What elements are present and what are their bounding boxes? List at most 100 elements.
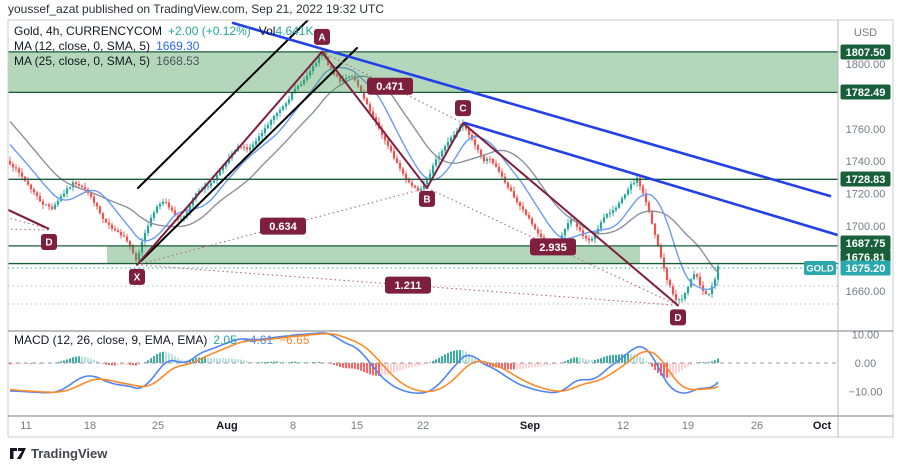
pattern-ratio-badge-text: 1.211 [395, 280, 422, 292]
pattern-ratio-badge [367, 77, 413, 95]
pattern-point-badge-C-text: C [459, 104, 466, 115]
ma25-value: 1668.53 [156, 54, 200, 68]
macd-line [9, 332, 719, 395]
time-tick-label: 26 [751, 420, 763, 432]
xabcd-pattern-leg[interactable] [136, 50, 323, 266]
symbol-title: Gold, 4h, CURRENCYCOM [14, 24, 163, 38]
price-level-badge [840, 44, 891, 60]
current-price-badge [840, 260, 891, 276]
time-tick-label: Sep [520, 420, 540, 432]
price-tick-label: 1700.00 [846, 221, 886, 233]
pattern-ratio-line [321, 51, 464, 124]
price-level-badge [840, 84, 891, 100]
pattern-ratio-badge [530, 238, 576, 256]
supply-demand-zone [8, 51, 838, 93]
price-level-badge [840, 171, 891, 187]
channel-trendline[interactable] [140, 47, 358, 262]
macd-label: MACD (12, 26, close, 9, EMA, EMA) [14, 333, 208, 347]
prev-pattern-dotted [8, 228, 50, 231]
symbol-price-chip [804, 261, 836, 275]
price-scale-currency: USD [854, 27, 877, 39]
tradingview-logo-icon [10, 448, 26, 459]
time-tick-label: 22 [417, 420, 429, 432]
brand-name: TradingView [31, 446, 108, 461]
tradingview-branding[interactable]: TradingView [10, 446, 107, 461]
price-change: +2.00 (+0.12%) [168, 24, 251, 38]
ma12-label: MA (12, close, 0, SMA, 5) [14, 39, 151, 53]
time-axis[interactable]: 11 18 25 Aug 8 15 22 Sep 12 19 26 Oct [20, 420, 831, 432]
macd-line-value: −4.61 [242, 333, 274, 347]
ma12-value: 1669.30 [156, 39, 200, 53]
pattern-point-badge-D [670, 309, 686, 326]
descending-trendline[interactable] [231, 21, 832, 198]
channel-trendline[interactable] [137, 18, 310, 189]
time-tick-label: 19 [682, 420, 694, 432]
price-level-badge-text: 1728.83 [846, 174, 886, 186]
xabcd-pattern-leg[interactable] [321, 50, 428, 189]
chart-legend[interactable]: Gold, 4h, CURRENCYCOM +2.00 (+0.12%) Vol4.… [14, 24, 314, 69]
time-tick-label: 18 [84, 420, 96, 432]
price-tick-label: 1660.00 [846, 286, 886, 298]
volume-value: 4.641K [275, 24, 314, 38]
price-tick-label: 1760.00 [846, 124, 886, 136]
ma12-row[interactable]: MA (12, close, 0, SMA, 5) 1669.30 [14, 39, 314, 54]
pattern-point-badge-B-text: B [423, 195, 430, 206]
time-tick-label: 12 [617, 420, 629, 432]
macd-hist-value: 2.05 [213, 333, 237, 347]
volume-label: Vol [258, 24, 276, 38]
pattern-point-badge-B [419, 190, 435, 207]
pattern-ratio-badge-text: 2.935 [539, 242, 567, 254]
pattern-ratio-line [136, 187, 428, 266]
price-scale[interactable]: USD 1800.00 1760.00 1740.00 1720.00 1700.00 16… [804, 27, 891, 399]
ma25-line [9, 75, 719, 273]
symbol-row[interactable]: Gold, 4h, CURRENCYCOM +2.00 (+0.12%) Vol4.… [14, 24, 314, 39]
symbol-price-chip-text: GOLD [806, 264, 834, 275]
macd-tick-label: 0.00 [855, 358, 876, 370]
pattern-ratio-line [426, 187, 679, 306]
pattern-point-badge-D-text: D [674, 313, 681, 324]
pattern-point-badge-X [129, 268, 145, 285]
pattern-point-badge-prev-D-text: D [45, 238, 52, 249]
pattern-ratio-badge-text: 0.471 [376, 81, 404, 93]
pattern-ratio-badge [385, 276, 431, 294]
ma12-line [9, 66, 719, 291]
price-level-badge [840, 235, 891, 251]
price-tick-label: 1720.00 [846, 189, 886, 201]
time-tick-label: Aug [216, 420, 237, 432]
macd-tick-label: 10.00 [852, 330, 880, 342]
time-tick-label: 8 [290, 420, 296, 432]
xabcd-pattern-leg[interactable] [462, 122, 679, 307]
pattern-point-badge-C [455, 100, 471, 117]
macd-signal-value: −6.65 [279, 333, 310, 347]
macd-signal-line [9, 332, 719, 394]
price-level-badge-text: 1687.75 [846, 238, 886, 250]
pattern-ratio-badge [260, 217, 306, 235]
xabcd-pattern-leg[interactable] [426, 122, 464, 189]
price-level-badge-text: 1782.49 [846, 87, 886, 99]
time-tick-label: 25 [152, 420, 164, 432]
macd-legend[interactable]: MACD (12, 26, close, 9, EMA, EMA) 2.05 −4.… [14, 333, 310, 347]
macd-tick-label: −10.00 [849, 387, 883, 399]
time-tick-label: 11 [20, 420, 31, 432]
pattern-point-badge-X-text: X [134, 272, 141, 283]
pattern-point-badge-prev-D [41, 234, 57, 250]
pattern-point-badge-A [314, 28, 330, 45]
prev-pattern-line [8, 208, 50, 230]
price-tick-label: 1800.00 [846, 59, 886, 71]
price-level-badge-text: 1807.50 [846, 47, 886, 59]
supply-demand-zone [107, 245, 640, 264]
publish-info: youssef_azat published on TradingView.co… [8, 2, 385, 16]
chart-frame [7, 19, 894, 438]
main-pane[interactable] [2, 18, 841, 307]
ma25-label: MA (25, close, 0, SMA, 5) [14, 54, 151, 68]
prev-pattern-dotted [8, 217, 50, 230]
time-tick-label: 15 [351, 420, 363, 432]
pattern-ratio-badge-text: 0.634 [269, 221, 297, 233]
ma25-row[interactable]: MA (25, close, 0, SMA, 5) 1668.53 [14, 54, 314, 69]
current-price-badge-text: 1675.20 [846, 263, 886, 275]
pattern-labels: X A B C D D 0.471 0.634 2.935 1.211 [41, 28, 686, 326]
price-tick-label: 1740.00 [846, 156, 886, 168]
descending-trendline[interactable] [463, 121, 841, 237]
